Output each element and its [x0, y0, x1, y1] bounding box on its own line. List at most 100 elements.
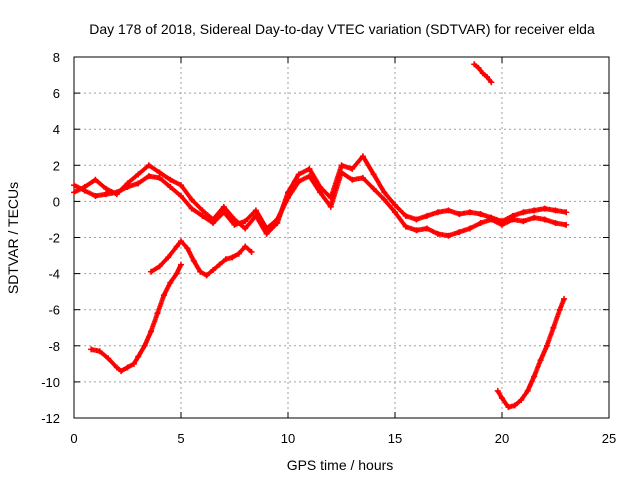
- y-tick-label: -4: [48, 267, 60, 282]
- data-point: [242, 225, 249, 232]
- data-point: [552, 220, 559, 227]
- data-marks: [71, 61, 570, 411]
- data-point: [511, 402, 518, 409]
- data-point: [505, 404, 512, 411]
- y-tick-label: -6: [48, 303, 60, 318]
- data-point: [488, 214, 495, 221]
- data-point: [145, 162, 152, 169]
- data-point: [231, 221, 238, 228]
- data-point: [242, 243, 249, 250]
- data-point: [537, 357, 544, 364]
- data-point: [520, 218, 527, 225]
- x-tick-label: 25: [602, 431, 616, 446]
- data-point: [145, 173, 152, 180]
- data-point: [118, 368, 125, 375]
- x-tick-label: 10: [281, 431, 295, 446]
- y-tick-label: 2: [53, 158, 60, 173]
- data-point: [71, 182, 77, 189]
- data-point: [92, 176, 99, 183]
- data-point: [103, 185, 110, 192]
- data-point: [71, 189, 77, 196]
- data-point: [359, 153, 366, 160]
- y-tick-label: 0: [53, 194, 60, 209]
- data-point: [456, 229, 463, 236]
- series-late-rising-track: [494, 295, 568, 411]
- data-point: [456, 211, 463, 218]
- data-point: [210, 266, 217, 273]
- data-point: [488, 79, 495, 86]
- y-tick-label: -8: [48, 339, 60, 354]
- data-point: [499, 395, 505, 402]
- data-point: [178, 261, 184, 268]
- data-point: [173, 270, 180, 277]
- data-point: [524, 387, 531, 394]
- series-trace: [71, 170, 568, 239]
- data-point: [248, 248, 255, 255]
- data-point: [113, 364, 120, 371]
- data-point: [306, 165, 313, 172]
- data-point: [552, 207, 559, 214]
- data-point: [381, 189, 388, 196]
- data-point: [494, 387, 501, 394]
- data-point: [165, 254, 172, 261]
- data-point: [445, 207, 452, 214]
- data-point: [563, 209, 570, 216]
- data-point: [413, 227, 420, 234]
- data-point: [349, 176, 356, 183]
- data-point: [124, 364, 131, 371]
- data-point: [392, 202, 398, 209]
- y-tick-label: 4: [53, 122, 60, 137]
- series-trace: [495, 297, 567, 410]
- y-tick-label: -12: [41, 411, 60, 426]
- y-tick-label: 8: [53, 50, 60, 65]
- data-point: [556, 306, 563, 313]
- data-point: [156, 263, 163, 270]
- series-mid-arc-track: [148, 238, 255, 279]
- data-point: [509, 212, 516, 219]
- data-point: [434, 209, 441, 216]
- series-track-A: [71, 169, 570, 239]
- data-point: [531, 207, 538, 214]
- data-point: [466, 225, 473, 232]
- data-point: [178, 182, 184, 189]
- data-point: [349, 165, 356, 172]
- data-point: [252, 212, 259, 219]
- data-point: [370, 171, 377, 178]
- data-point: [499, 218, 505, 225]
- series-top-right-fragment: [471, 61, 495, 86]
- data-point: [178, 192, 184, 199]
- data-point: [466, 209, 473, 216]
- data-point: [210, 216, 217, 223]
- data-point: [477, 220, 484, 227]
- data-point: [184, 245, 191, 252]
- data-point: [484, 73, 491, 80]
- data-point: [242, 218, 249, 225]
- data-point: [338, 162, 345, 169]
- data-point: [178, 238, 184, 245]
- data-point: [154, 310, 161, 317]
- data-point: [531, 373, 538, 380]
- data-point: [541, 205, 548, 212]
- axis-ticks: 0 5 10 15 20 25 -12 -10 -8 -6 -4 -2 0 2 4 6 8: [41, 50, 616, 446]
- x-tick-label: 5: [177, 431, 184, 446]
- x-tick-label: 20: [495, 431, 509, 446]
- data-point: [105, 355, 112, 362]
- data-point: [543, 342, 550, 349]
- data-point: [173, 243, 180, 250]
- data-point: [471, 61, 478, 68]
- y-tick-label: -2: [48, 231, 60, 246]
- data-point: [561, 295, 568, 302]
- data-point: [92, 192, 99, 199]
- data-point: [222, 256, 229, 263]
- data-point: [113, 191, 120, 198]
- data-point: [135, 171, 142, 178]
- x-tick-label: 0: [70, 431, 77, 446]
- data-point: [518, 396, 525, 403]
- gridlines: [74, 57, 609, 418]
- data-point: [424, 225, 431, 232]
- data-point: [381, 196, 388, 203]
- data-point: [475, 64, 482, 71]
- data-point: [317, 189, 324, 196]
- data-point: [263, 230, 270, 237]
